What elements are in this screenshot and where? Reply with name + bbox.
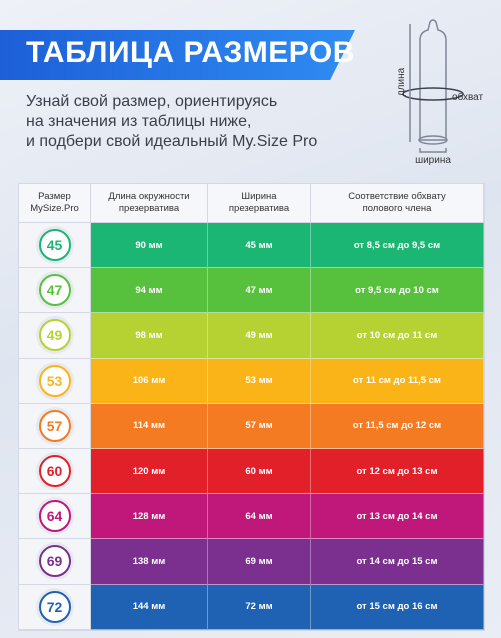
data-cell: 53 мм <box>208 358 311 404</box>
size-cell: 69 <box>19 539 91 585</box>
header-cell: Размер MySize.Pro <box>19 184 91 223</box>
data-cell: от 14 см до 15 см <box>311 539 484 585</box>
size-badge: 45 <box>38 229 71 262</box>
cell-text: 53 мм <box>245 375 273 387</box>
cell-text: 98 мм <box>135 329 163 341</box>
size-badge: 72 <box>38 590 71 623</box>
data-cell: 144 мм <box>91 584 208 630</box>
data-cell: 49 мм <box>208 313 311 359</box>
data-cell: от 9,5 см до 10 см <box>311 268 484 314</box>
cell-text: 120 мм <box>132 465 166 477</box>
data-cell: 60 мм <box>208 449 311 495</box>
size-cell: 72 <box>19 584 91 630</box>
data-cell: от 10 см до 11 см <box>311 313 484 359</box>
cell-text: 128 мм <box>132 510 166 522</box>
subtitle-line: Узнай свой размер, ориентируясь <box>26 93 278 110</box>
size-badge: 57 <box>38 409 71 442</box>
data-cell: 69 мм <box>208 539 311 585</box>
header-text: презерватива <box>228 203 290 214</box>
cell-text: от 8,5 см до 9,5 см <box>353 239 441 251</box>
size-cell: 64 <box>19 494 91 540</box>
size-badge: 69 <box>38 545 71 578</box>
header-text: Ширина <box>241 191 277 202</box>
data-cell: от 11,5 см до 12 см <box>311 403 484 449</box>
length-label: длина <box>396 67 407 96</box>
data-cell: от 15 см до 16 см <box>311 584 484 630</box>
header-cell: Длина окружности презерватива <box>91 184 208 223</box>
condom-outline <box>419 19 447 141</box>
size-cell: 49 <box>19 313 91 359</box>
subtitle-line: на значения из таблицы ниже, <box>26 113 252 130</box>
header-text: презерватива <box>118 203 180 214</box>
data-cell: от 8,5 см до 9,5 см <box>311 223 484 269</box>
cell-text: 72 мм <box>245 601 273 613</box>
header-text: Длина окружности <box>108 191 190 202</box>
rim <box>418 135 448 145</box>
size-diagram: длина обхват ширина <box>396 19 483 166</box>
cell-text: 64 мм <box>245 510 273 522</box>
header-text: MySize.Pro <box>30 203 79 214</box>
cell-text: 94 мм <box>135 284 163 296</box>
data-cell: 64 мм <box>208 494 311 540</box>
size-badge: 47 <box>38 274 71 307</box>
data-cell: 94 мм <box>91 268 208 314</box>
title: ТАБЛИЦА РАЗМЕРОВ <box>26 36 355 69</box>
girth-ring <box>402 87 464 101</box>
size-cell: 53 <box>19 358 91 404</box>
data-cell: 57 мм <box>208 403 311 449</box>
data-cell: 90 мм <box>91 223 208 269</box>
data-cell: от 13 см до 14 см <box>311 494 484 540</box>
size-table: Размер MySize.Pro Длина окружности презерва… <box>18 183 485 631</box>
cell-text: от 12 см до 13 см <box>356 465 438 477</box>
cell-text: 49 мм <box>245 329 273 341</box>
data-cell: 128 мм <box>91 494 208 540</box>
data-cell: от 11 см до 11,5 см <box>311 358 484 404</box>
size-cell: 57 <box>19 403 91 449</box>
header-text: Размер <box>38 191 71 202</box>
cell-text: 106 мм <box>132 375 166 387</box>
data-cell: 106 мм <box>91 358 208 404</box>
size-cell: 60 <box>19 449 91 495</box>
cell-text: 114 мм <box>132 420 166 432</box>
cell-text: от 11,5 см до 12 см <box>352 420 442 432</box>
cell-text: 57 мм <box>245 420 273 432</box>
size-badge: 49 <box>38 319 71 352</box>
cell-text: от 10 см до 11 см <box>356 329 438 341</box>
width-bracket <box>419 148 447 153</box>
data-cell: 98 мм <box>91 313 208 359</box>
cell-text: 47 мм <box>245 284 273 296</box>
size-badge: 60 <box>38 455 71 488</box>
cell-text: от 11 см до 11,5 см <box>353 375 441 387</box>
size-badge: 64 <box>38 500 71 533</box>
size-cell: 47 <box>19 268 91 314</box>
cell-text: от 15 см до 16 см <box>356 601 438 613</box>
cell-text: от 14 см до 15 см <box>356 555 438 567</box>
size-badge: 53 <box>38 364 71 397</box>
header-text: Соответствие обхвату <box>348 191 446 202</box>
data-cell: 120 мм <box>91 449 208 495</box>
size-cell: 45 <box>19 223 91 269</box>
header-text: полового члена <box>362 203 432 214</box>
subtitle-line: и подбери свой идеальный My.Size Pro <box>26 133 318 150</box>
header-cell: Соответствие обхвату полового члена <box>311 184 484 223</box>
cell-text: от 9,5 см до 10 см <box>355 284 439 296</box>
data-cell: 114 мм <box>91 403 208 449</box>
cell-text: 45 мм <box>245 239 273 251</box>
cell-text: 69 мм <box>245 555 273 567</box>
cell-text: 144 мм <box>132 601 166 613</box>
data-cell: от 12 см до 13 см <box>311 449 484 495</box>
girth-label: обхват <box>452 91 483 103</box>
data-cell: 72 мм <box>208 584 311 630</box>
title-banner <box>0 30 355 80</box>
data-cell: 47 мм <box>208 268 311 314</box>
data-cell: 138 мм <box>91 539 208 585</box>
data-cell: 45 мм <box>208 223 311 269</box>
cell-text: от 13 см до 14 см <box>356 510 438 522</box>
width-label: ширина <box>415 155 451 166</box>
cell-text: 90 мм <box>135 239 163 251</box>
header-cell: Ширина презерватива <box>208 184 311 223</box>
cell-text: 138 мм <box>132 555 166 567</box>
cell-text: 60 мм <box>245 465 273 477</box>
